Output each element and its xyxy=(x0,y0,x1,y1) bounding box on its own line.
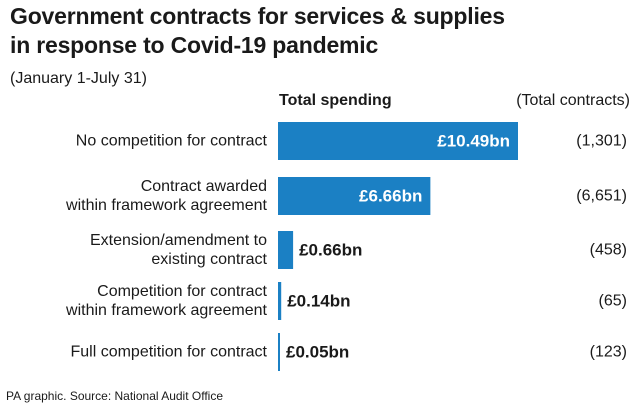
bar-5 xyxy=(278,333,280,371)
chart-title-line-2: in response to Covid-19 pandemic xyxy=(10,32,379,58)
category-label-5: Full competition for contract xyxy=(70,344,267,361)
spending-column-header: Total spending xyxy=(279,92,392,109)
category-label-4-line-2: within framework agreement xyxy=(65,302,268,319)
category-label-2-line-1: Contract awarded xyxy=(141,178,267,195)
contracts-count-1: (1,301) xyxy=(576,133,627,150)
category-label-3-line-2: existing contract xyxy=(151,251,267,268)
bar-4 xyxy=(278,282,282,320)
category-label-2-line-2: within framework agreement xyxy=(65,197,268,214)
category-label-1: No competition for contract xyxy=(76,133,268,150)
value-label-2: £6.66bn xyxy=(359,187,422,206)
contracts-count-4: (65) xyxy=(599,293,627,310)
value-label-1: £10.49bn xyxy=(437,132,510,151)
chart-title: Government contracts for services & supp… xyxy=(10,2,505,60)
contracts-count-2: (6,651) xyxy=(576,188,627,205)
source-note: PA graphic. Source: National Audit Offic… xyxy=(6,389,224,403)
contracts-count-5: (123) xyxy=(590,344,627,361)
value-label-5: £0.05bn xyxy=(286,343,349,362)
bars-group: No competition for contract £10.49bn (1,30… xyxy=(65,122,627,371)
bar-2 xyxy=(278,177,431,215)
category-label-3-line-1: Extension/amendment to xyxy=(90,232,267,249)
chart-title-line-1: Government contracts for services & supp… xyxy=(10,3,505,29)
value-label-3: £0.66bn xyxy=(299,241,362,260)
value-label-4: £0.14bn xyxy=(287,292,350,311)
contracts-count-3: (458) xyxy=(590,242,627,259)
category-label-4-line-1: Competition for contract xyxy=(97,283,267,300)
contracts-column-header: (Total contracts) xyxy=(516,92,630,109)
bar-3 xyxy=(278,231,294,269)
bar-1 xyxy=(278,122,518,160)
chart-subtitle: (January 1-July 31) xyxy=(10,70,147,87)
